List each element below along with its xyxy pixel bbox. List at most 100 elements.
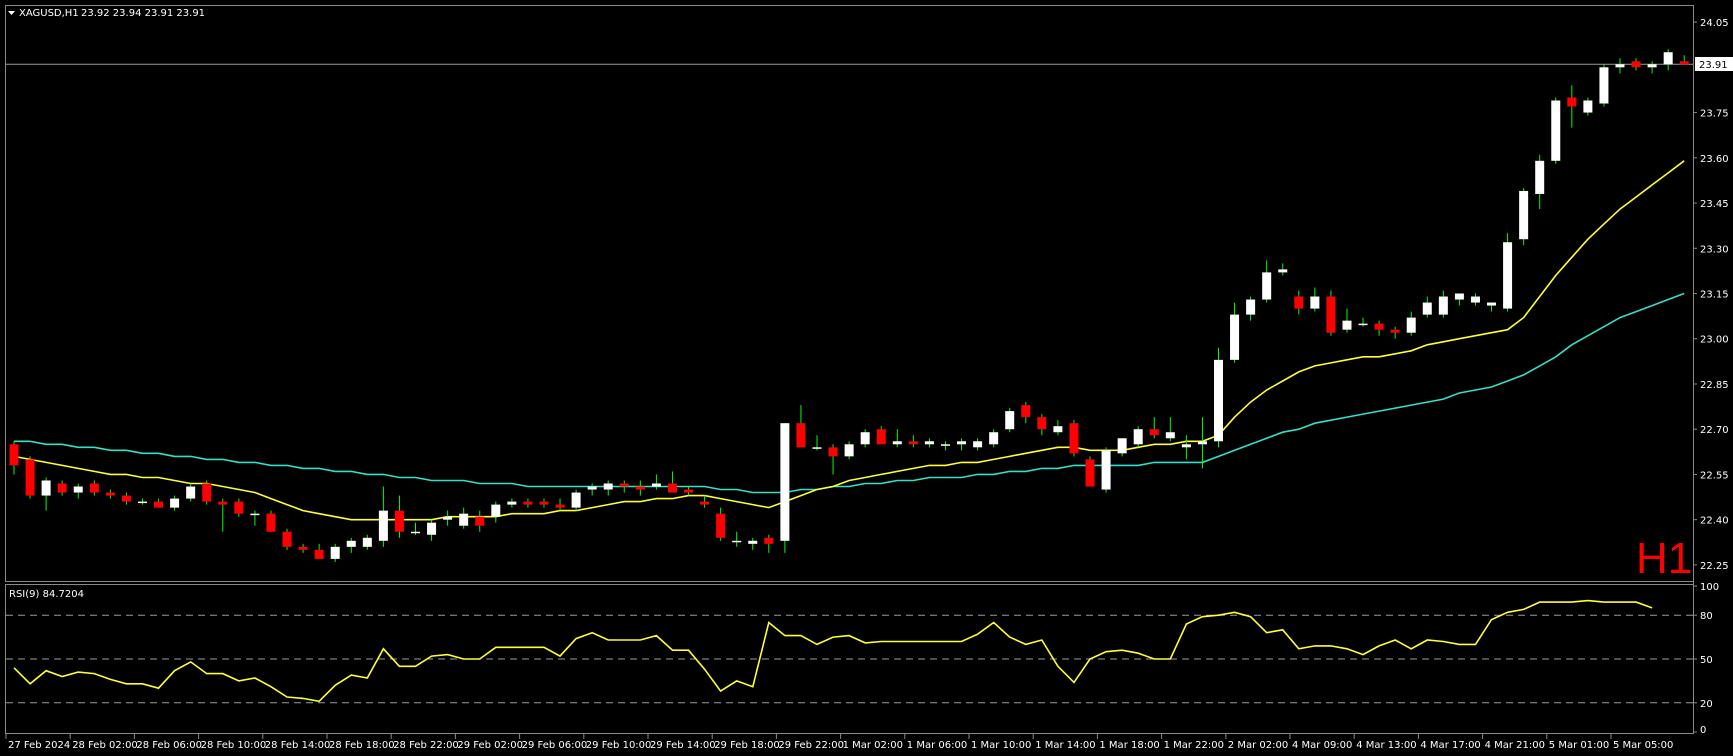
candle-body — [523, 501, 533, 505]
candle-body — [330, 546, 340, 559]
time-tick-label: 28 Feb 02:00 — [72, 740, 138, 751]
time-tick-label: 4 Mar 17:00 — [1420, 740, 1480, 751]
candle-body — [282, 531, 292, 547]
price-tick-label: 22.25 — [1700, 561, 1729, 572]
candle-body — [667, 483, 677, 493]
candle-body — [1085, 459, 1095, 487]
time-tick-label: 29 Feb 06:00 — [522, 740, 588, 751]
rsi-tick-label: 80 — [1700, 611, 1713, 622]
candle-body — [1053, 426, 1063, 433]
candle-body — [9, 444, 19, 466]
candle-body — [1567, 97, 1577, 107]
candle-body — [1422, 302, 1432, 315]
candle-body — [635, 486, 645, 490]
candle-body — [684, 489, 694, 493]
time-tick-label: 2 Mar 02:00 — [1228, 740, 1288, 751]
candle-body — [394, 510, 404, 532]
rsi-tick-label: 20 — [1700, 699, 1713, 710]
time-tick-label: 29 Feb 02:00 — [457, 740, 523, 751]
candle-body — [378, 510, 388, 541]
time-tick-label: 28 Feb 14:00 — [265, 740, 331, 751]
time-tick-label: 28 Feb 10:00 — [201, 740, 267, 751]
time-tick-label: 29 Feb 14:00 — [650, 740, 716, 751]
candle-body — [1519, 190, 1529, 240]
candle-body — [1615, 64, 1625, 68]
candle-body — [1214, 359, 1223, 442]
candle-body — [828, 447, 838, 457]
rsi-tick-label: 0 — [1700, 725, 1706, 736]
price-tick-label: 23.75 — [1700, 109, 1729, 120]
time-tick-label: 1 Mar 18:00 — [1099, 740, 1159, 751]
candle-body — [1117, 438, 1127, 454]
symbol-label: XAGUSD,H1 — [19, 8, 79, 19]
time-tick-label: 1 Mar 02:00 — [843, 740, 903, 751]
candle-body — [218, 501, 228, 505]
candle-body — [876, 429, 886, 445]
candle-body — [1069, 423, 1079, 454]
price-tick-label: 23.00 — [1700, 335, 1729, 346]
candle-body — [73, 486, 83, 493]
time-tick-label: 29 Feb 22:00 — [778, 740, 844, 751]
price-tick-label: 22.70 — [1700, 425, 1729, 436]
candle-body — [1278, 269, 1288, 273]
price-tick-label: 23.30 — [1700, 244, 1729, 255]
candle-body — [1551, 100, 1561, 161]
candle-body — [764, 537, 774, 544]
candle-body — [1246, 299, 1256, 315]
candle-body — [651, 483, 661, 487]
ma-slow-line — [14, 292, 1685, 494]
candle-body — [908, 441, 918, 445]
rsi-line — [13, 599, 1653, 703]
moving-average-slow — [14, 292, 1685, 494]
price-tick-label: 23.60 — [1700, 154, 1729, 165]
timeframe-label: H1 — [1636, 534, 1692, 583]
price-axis: 22.25 22.40 22.55 22.70 22.85 23.00 23.15 23.30… — [1693, 18, 1729, 572]
candle-body — [555, 504, 565, 508]
candle-body — [1454, 293, 1464, 300]
candle-body — [892, 441, 902, 445]
ma-fast-line — [13, 160, 1685, 521]
time-tick-label: 29 Feb 18:00 — [714, 740, 780, 751]
candle-body — [700, 501, 710, 505]
candle-body — [202, 483, 212, 502]
candle-body — [459, 513, 469, 526]
candle-body — [716, 513, 726, 538]
candle-body — [314, 549, 324, 559]
candle-body — [1647, 64, 1657, 68]
candle-body — [250, 513, 260, 516]
time-tick-label: 28 Feb 18:00 — [329, 740, 395, 751]
price-tick-label: 23.45 — [1700, 199, 1729, 210]
price-tick-label: 22.55 — [1700, 470, 1729, 481]
candle-body — [105, 492, 115, 496]
time-tick-label: 4 Mar 13:00 — [1356, 740, 1416, 751]
candle-body — [940, 444, 950, 446]
candle-body — [1679, 61, 1689, 65]
candle-body — [507, 501, 517, 505]
price-tick-label: 22.85 — [1700, 380, 1729, 391]
symbol-menu-triangle-icon[interactable] — [8, 11, 15, 15]
ohlc-values: 23.92 23.94 23.91 23.91 — [81, 8, 205, 19]
candle-body — [1342, 320, 1352, 330]
time-tick-label: 29 Feb 10:00 — [586, 740, 652, 751]
candle-body — [234, 501, 244, 514]
candle-body — [411, 531, 420, 534]
moving-average-fast — [13, 160, 1685, 521]
candle-body — [475, 516, 485, 526]
candle-body — [844, 444, 854, 457]
candle-body — [1663, 52, 1673, 65]
candle-body — [57, 483, 67, 493]
candle-body — [427, 522, 437, 535]
last-price-marker-box — [1695, 57, 1733, 71]
candle-body — [121, 495, 131, 502]
candle-body — [1021, 405, 1031, 418]
candle-body — [1390, 329, 1400, 333]
time-tick-label: 4 Mar 21:00 — [1485, 740, 1545, 751]
last-price-marker-label: 23.91 — [1699, 60, 1728, 71]
candle-body — [1487, 302, 1497, 306]
candle-body — [973, 441, 983, 448]
candle-body — [1165, 432, 1175, 439]
candle-body — [346, 540, 356, 547]
candle-body — [603, 483, 613, 490]
